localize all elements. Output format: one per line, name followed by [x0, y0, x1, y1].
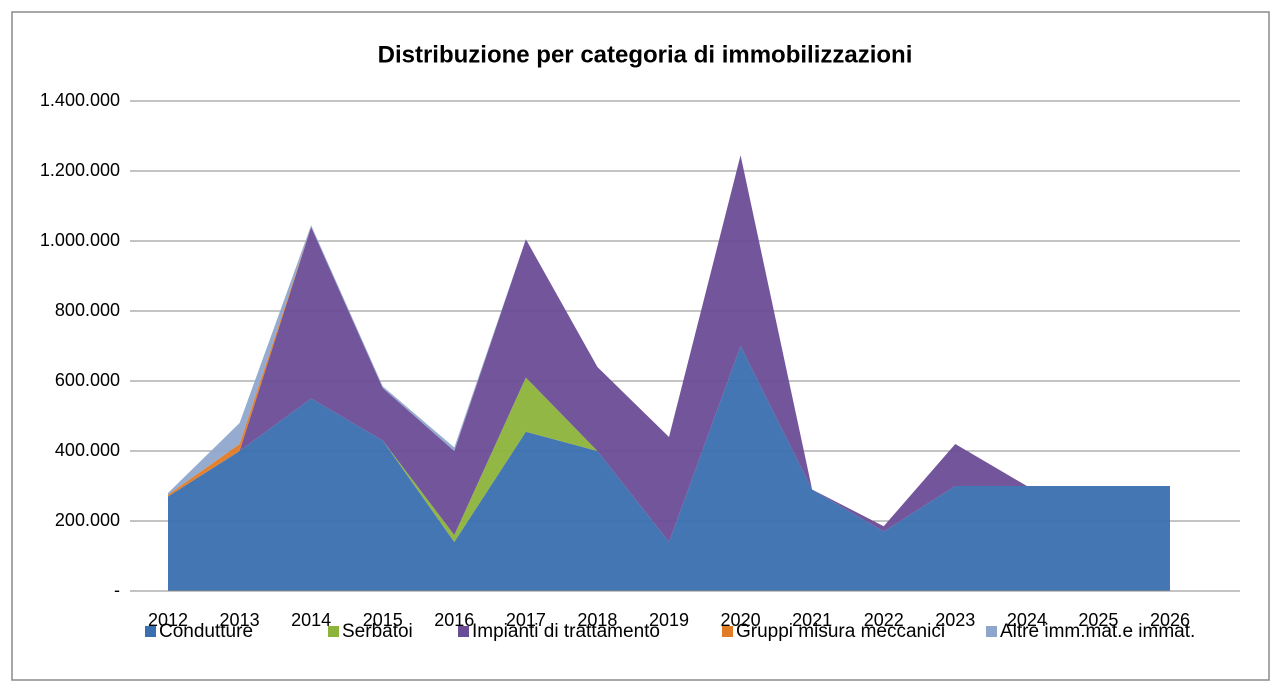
x-tick-label: 2017 — [506, 610, 546, 630]
chart-title: Distribuzione per categoria di immobiliz… — [378, 41, 913, 68]
legend-marker — [986, 626, 997, 637]
y-tick-label: 1.000.000 — [40, 230, 120, 250]
legend-label: Altre imm.mat.e immat. — [1000, 621, 1195, 642]
legend-marker — [458, 626, 469, 637]
y-tick-label: 1.200.000 — [40, 160, 120, 180]
legend-marker — [328, 626, 339, 637]
legend-marker — [145, 626, 156, 637]
x-tick-label: 2020 — [721, 610, 761, 630]
area — [168, 155, 1170, 542]
x-tick-label: 2022 — [864, 610, 904, 630]
x-tick-label: 2015 — [363, 610, 403, 630]
x-tick-label: 2021 — [792, 610, 832, 630]
y-tick-label: - — [114, 580, 120, 600]
x-tick-label: 2018 — [577, 610, 617, 630]
y-tick-label: 200.000 — [55, 510, 120, 530]
y-tick-label: 400.000 — [55, 440, 120, 460]
legend-label: Gruppi misura meccanici — [736, 621, 945, 642]
legend-label: Condutture — [159, 621, 253, 642]
x-tick-label: 2012 — [148, 610, 188, 630]
x-tick-label: 2026 — [1150, 610, 1190, 630]
legend-label: Serbatoi — [342, 621, 413, 642]
x-tick-label: 2013 — [220, 610, 260, 630]
y-tick-label: 1.400.000 — [40, 90, 120, 110]
legend-marker — [722, 626, 733, 637]
area — [168, 346, 1170, 591]
x-tick-label: 2023 — [935, 610, 975, 630]
legend-label: Impianti di trattamento — [472, 621, 660, 642]
x-tick-label: 2025 — [1078, 610, 1118, 630]
x-tick-label: 2016 — [434, 610, 474, 630]
x-tick-label: 2014 — [291, 610, 331, 630]
x-tick-label: 2024 — [1007, 610, 1047, 630]
x-tick-label: 2019 — [649, 610, 689, 630]
y-tick-label: 600.000 — [55, 370, 120, 390]
y-tick-label: 800.000 — [55, 300, 120, 320]
